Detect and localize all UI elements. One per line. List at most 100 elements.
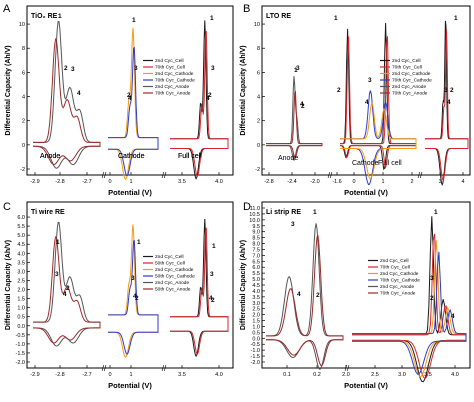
legend-entry-A: 70th Cyc_Anode: [155, 91, 191, 97]
plot-frame-A: [26, 5, 234, 176]
y-tick-label-C: -0.5: [16, 333, 25, 339]
region-label-B: Full cell: [378, 160, 402, 167]
y-tick-label-B: 6: [257, 70, 260, 76]
panel-title-A: TiO₂ RE: [31, 13, 58, 20]
axis-break-C: //: [102, 364, 107, 373]
x-tick-label-B: 0: [352, 179, 355, 185]
legend-entry-D: 70th Cyc_Cell: [380, 265, 410, 271]
y-tick-label-D: -2.0: [251, 360, 260, 366]
y-tick-label-A: 2: [22, 119, 25, 125]
y-tick-label-B: 10: [254, 22, 260, 28]
peak-label-B: 4: [300, 101, 304, 108]
peak-label-B: 4: [365, 99, 369, 106]
peak-label-B: 3: [444, 87, 448, 94]
y-tick-label-D: 8.5: [252, 236, 260, 242]
x-tick-label-C: 3.5: [178, 372, 186, 378]
x-tick-label-C: 1: [129, 372, 132, 378]
peak-label-A: 1: [132, 17, 136, 24]
legend-entry-B: 2nd Cyc_Cathode: [392, 71, 431, 77]
region-label-B: Anode: [278, 155, 298, 162]
peak-label-C: 1: [56, 239, 60, 246]
legend-entry-B: 2nd Cyc_Cell: [392, 58, 421, 64]
legend-entry-D: 70th Cyc_Cathode: [380, 278, 420, 284]
peak-label-A: 4: [128, 95, 132, 102]
y-tick-label-D: 8.0: [252, 242, 260, 248]
peak-label-B: 3: [296, 65, 300, 72]
peak-label-C: 1: [212, 243, 216, 250]
y-tick-label-C: 3.0: [17, 269, 25, 275]
peak-label-B: 3: [368, 77, 372, 84]
peak-label-D: 3: [430, 275, 434, 282]
series-2nd-cathode-B: [340, 102, 417, 180]
series-70th-cell-D: [352, 233, 467, 379]
peak-label-C: 1: [137, 239, 141, 246]
y-tick-label-D: 2.0: [252, 313, 260, 319]
x-tick-label-D: 0.1: [283, 372, 291, 378]
x-tick-label-B: -2.0: [310, 179, 319, 185]
x-tick-label-B: 2: [410, 179, 413, 185]
y-tick-label-C: 5.5: [17, 224, 25, 230]
series-70th-cathode-C: [108, 239, 159, 355]
legend-entry-D: 2nd Cyc_Cell: [380, 258, 409, 264]
y-tick-label-A: 10: [19, 22, 25, 28]
y-tick-label-B: 2: [257, 119, 260, 125]
y-tick-label-D: 5.0: [252, 277, 260, 283]
x-tick-label-D: 2.5: [371, 372, 379, 378]
y-tick-label-A: -2: [20, 167, 25, 173]
y-axis-label-A: Differential Capacity (Ah/V): [5, 45, 12, 135]
peak-label-A: 4: [77, 90, 81, 97]
x-axis-label-D: Potential (V): [344, 381, 388, 390]
legend-entry-C: 50th Cyc_Cell: [155, 261, 185, 267]
axis-break-C: //: [162, 364, 167, 373]
y-tick-label-C: 5.0: [17, 233, 25, 239]
series-70th-cell-B: [340, 36, 417, 170]
y-tick-label-B: -2: [255, 167, 260, 173]
peak-label-C: 3: [131, 275, 135, 282]
y-tick-label-C: 3.5: [17, 260, 25, 266]
y-tick-label-D: 6.0: [252, 265, 260, 271]
peak-label-D: 4: [451, 313, 455, 320]
y-tick-label-A: 6: [22, 70, 25, 76]
y-tick-label-C: 4.0: [17, 251, 25, 257]
series-2nd-anode-D: [266, 223, 344, 370]
region-label-B: Cathode: [352, 160, 379, 167]
y-tick-label-C: 0.0: [17, 324, 25, 330]
legend-entry-D: 2nd Cyc_Anode: [380, 284, 414, 290]
y-tick-label-B: 4: [257, 95, 260, 101]
series-70th-cell-A: [170, 30, 229, 177]
legend-entry-A: 2nd Cyc_Anode: [155, 84, 189, 90]
legend-entry-B: 2nd Cyc_Anode: [392, 84, 426, 90]
y-tick-label-C: 0.5: [17, 315, 25, 321]
y-tick-label-A: 8: [22, 46, 25, 52]
x-tick-label-B: 1: [381, 179, 384, 185]
panel-letter-A: A: [3, 3, 11, 15]
y-tick-label-C: -1.0: [16, 342, 25, 348]
peak-label-C: 2: [211, 297, 215, 304]
peak-label-B: 4: [447, 99, 451, 106]
x-tick-label-A: 0: [108, 179, 111, 185]
series-70th-anode-A: [33, 37, 101, 166]
peak-label-D: 4: [297, 291, 301, 298]
series-70th-anode-D: [266, 234, 344, 367]
series-70th-cell-C: [170, 227, 229, 355]
peak-label-A: 3: [71, 66, 75, 73]
peak-label-C: 4: [209, 295, 213, 302]
y-tick-label-C: -1.5: [16, 351, 25, 357]
legend-entry-D: 2nd Cyc_Cathode: [380, 271, 419, 277]
x-tick-label-D: 3.0: [398, 372, 406, 378]
peak-label-B: 2: [450, 87, 454, 94]
x-tick-label-A: -2.9: [30, 179, 39, 185]
legend-entry-C: 50th Cyc_Anode: [155, 287, 191, 293]
peak-label-A: 4: [206, 95, 210, 102]
y-tick-label-D: 3.0: [252, 301, 260, 307]
peak-label-A: 2: [208, 92, 212, 99]
legend-entry-A: 2nd Cyc_Cathode: [155, 71, 194, 77]
axis-break-A: //: [102, 171, 107, 180]
panel-title-C: Ti wire RE: [31, 209, 65, 216]
legend-entry-A: 2nd Cyc_Cell: [155, 58, 184, 64]
y-tick-label-D: 4.5: [252, 283, 260, 289]
y-axis-label-C: Differential Capacity (Ah/V): [5, 240, 12, 330]
panel-title-B: LTO RE: [266, 13, 291, 20]
x-axis-label-C: Potential (V): [108, 381, 152, 390]
y-tick-label-B: 8: [257, 46, 260, 52]
